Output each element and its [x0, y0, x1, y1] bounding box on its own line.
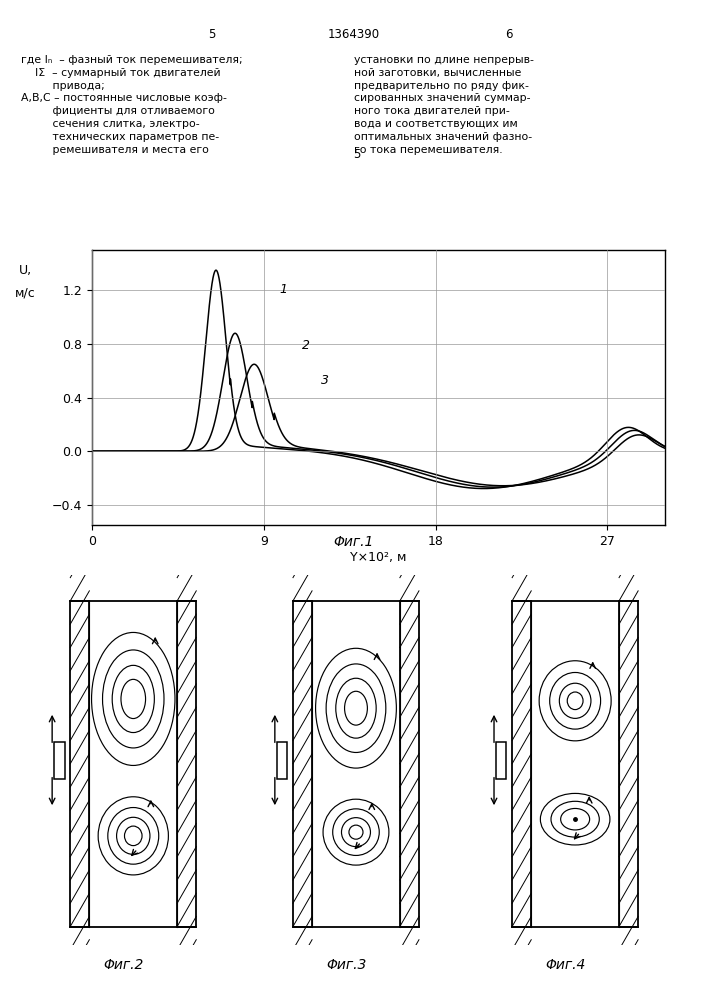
Bar — [512, 601, 531, 926]
Text: 5: 5 — [354, 148, 361, 161]
Text: 6: 6 — [506, 28, 513, 41]
Text: U,: U, — [18, 264, 32, 277]
Text: 3: 3 — [321, 374, 329, 387]
Text: установки по длине непрерыв-
ной заготовки, вычисленные
предварительно по ряду ф: установки по длине непрерыв- ной заготов… — [354, 55, 533, 155]
Text: Φиг.4: Φиг.4 — [545, 958, 586, 972]
Text: 5: 5 — [209, 28, 216, 41]
Text: м/с: м/с — [15, 286, 35, 299]
Bar — [54, 742, 64, 778]
Text: Φиг.1: Φиг.1 — [333, 535, 374, 549]
Text: Φиг.3: Φиг.3 — [326, 958, 367, 972]
Bar — [70, 601, 89, 926]
Bar — [496, 742, 506, 778]
Bar — [400, 601, 419, 926]
Text: 1: 1 — [279, 283, 287, 296]
Text: 1364390: 1364390 — [327, 28, 380, 41]
Bar — [619, 601, 638, 926]
Text: 2: 2 — [302, 339, 310, 352]
Text: Φиг.2: Φиг.2 — [103, 958, 144, 972]
Text: где Iₙ  – фазный ток перемешивателя;
    IΣ  – суммарный ток двигателей
        : где Iₙ – фазный ток перемешивателя; IΣ –… — [21, 55, 243, 155]
Bar — [293, 601, 312, 926]
X-axis label: Y×10², м: Y×10², м — [350, 550, 407, 564]
Bar — [177, 601, 197, 926]
Bar — [276, 742, 287, 778]
